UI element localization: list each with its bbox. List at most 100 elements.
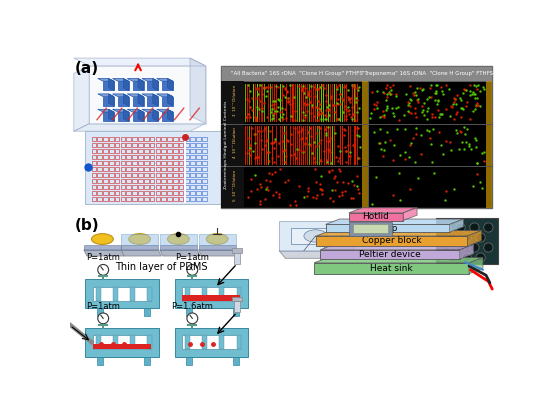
Bar: [115, 197, 120, 201]
Bar: [144, 185, 149, 189]
Polygon shape: [349, 207, 417, 213]
Bar: [202, 167, 207, 171]
Bar: [174, 279, 248, 308]
Bar: [202, 149, 207, 153]
Bar: [155, 155, 160, 159]
Polygon shape: [138, 79, 144, 90]
Bar: [486, 166, 492, 208]
Polygon shape: [148, 97, 158, 106]
Polygon shape: [138, 109, 144, 121]
Polygon shape: [153, 79, 158, 90]
Bar: [150, 155, 154, 159]
Bar: [96, 287, 101, 301]
Bar: [236, 287, 241, 301]
Polygon shape: [168, 94, 173, 106]
Bar: [138, 155, 143, 159]
Bar: [92, 149, 96, 153]
Bar: [93, 287, 151, 301]
Polygon shape: [121, 250, 162, 256]
Bar: [234, 252, 240, 264]
Bar: [92, 143, 96, 147]
Bar: [92, 167, 96, 171]
Polygon shape: [121, 234, 158, 245]
Polygon shape: [112, 94, 129, 97]
Polygon shape: [74, 58, 206, 66]
Bar: [144, 143, 149, 147]
Circle shape: [462, 253, 471, 262]
Bar: [126, 155, 131, 159]
Polygon shape: [157, 79, 173, 81]
Text: Thin layer of PDMS: Thin layer of PDMS: [115, 262, 207, 272]
Bar: [155, 173, 160, 177]
Bar: [173, 155, 178, 159]
Bar: [92, 178, 96, 183]
Polygon shape: [132, 81, 144, 90]
Circle shape: [456, 223, 465, 232]
Polygon shape: [326, 219, 463, 224]
Bar: [233, 297, 241, 302]
Bar: [202, 287, 207, 301]
Bar: [121, 178, 125, 183]
Bar: [132, 173, 137, 177]
Bar: [109, 185, 113, 189]
Bar: [109, 143, 113, 147]
Bar: [196, 136, 201, 141]
Bar: [155, 178, 160, 183]
Bar: [191, 178, 195, 183]
Bar: [103, 155, 108, 159]
Bar: [179, 191, 183, 195]
Bar: [167, 197, 172, 201]
Bar: [92, 161, 96, 165]
Bar: [115, 149, 120, 153]
Polygon shape: [157, 94, 173, 97]
Bar: [132, 191, 137, 195]
Bar: [184, 161, 190, 165]
Text: Chip: Chip: [377, 224, 398, 233]
Circle shape: [187, 313, 198, 324]
Bar: [97, 191, 102, 195]
Bar: [182, 295, 240, 301]
Bar: [162, 178, 166, 183]
Bar: [115, 143, 120, 147]
Text: (b): (b): [74, 218, 99, 233]
Bar: [202, 155, 207, 159]
Bar: [162, 149, 166, 153]
Bar: [184, 197, 190, 201]
Bar: [167, 191, 172, 195]
Bar: [97, 357, 103, 365]
Bar: [202, 136, 207, 141]
Polygon shape: [138, 94, 144, 106]
Polygon shape: [118, 112, 129, 121]
Bar: [184, 185, 190, 189]
Bar: [353, 223, 387, 233]
Polygon shape: [142, 79, 158, 81]
Polygon shape: [74, 66, 89, 131]
Bar: [236, 335, 241, 349]
Bar: [109, 178, 113, 183]
Bar: [138, 191, 143, 195]
Polygon shape: [153, 109, 158, 121]
Bar: [126, 197, 131, 201]
Bar: [173, 197, 178, 201]
Polygon shape: [148, 112, 158, 121]
Bar: [150, 197, 154, 201]
Bar: [173, 149, 178, 153]
Polygon shape: [160, 250, 200, 256]
Bar: [148, 335, 152, 349]
Bar: [162, 161, 166, 165]
Text: 4  10⁻³ Dilution: 4 10⁻³ Dilution: [233, 127, 237, 158]
Bar: [150, 173, 154, 177]
Bar: [121, 173, 125, 177]
Text: Copper block: Copper block: [362, 236, 421, 245]
Polygon shape: [112, 109, 129, 112]
Bar: [435, 218, 498, 265]
Bar: [179, 155, 183, 159]
Bar: [179, 143, 183, 147]
Bar: [179, 149, 183, 153]
Bar: [97, 167, 102, 171]
Bar: [162, 167, 166, 171]
Polygon shape: [124, 109, 129, 121]
Polygon shape: [98, 109, 114, 112]
Bar: [150, 178, 154, 183]
Bar: [182, 335, 240, 349]
